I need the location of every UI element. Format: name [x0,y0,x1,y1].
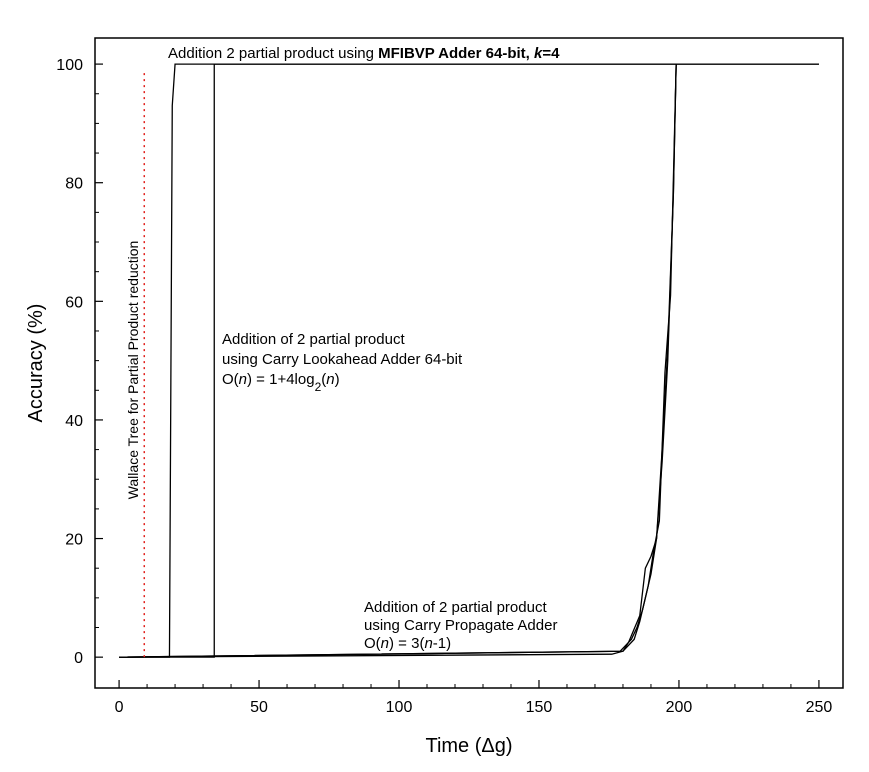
x-tick-label: 200 [666,699,693,716]
annotation-part: -1) [433,635,451,652]
y-tick-label: 20 [65,532,83,549]
annotation-part: Addition 2 partial product using [168,45,378,62]
annotation-part: n [424,635,432,652]
y-tick-label: 40 [65,413,83,430]
y-tick-label: 100 [56,57,83,74]
y-axis-label: Accuracy (%) [25,304,47,423]
annotation-part: Addition of 2 partial product [222,331,405,348]
y-tick-label: 80 [65,176,83,193]
annotation-part: using Carry Propagate Adder [364,617,557,634]
annotation-part: O( [222,371,239,388]
annotation-part: n [239,371,247,388]
annotation: Wallace Tree for Partial Product reducti… [125,241,141,500]
data-line [119,64,677,658]
y-tick-label: 60 [65,294,83,311]
annotation-part: n [326,371,334,388]
annotation: O(n) = 3(n-1) [364,635,451,652]
annotation-part: =4 [542,45,560,62]
annotation-part: O( [364,635,381,652]
x-tick-label: 100 [386,699,413,716]
y-tick-label: 0 [74,650,83,667]
annotation: using Carry Lookahead Adder 64-bit [222,351,463,368]
annotation-part: 2 [315,380,322,394]
x-tick-label: 250 [806,699,833,716]
annotation-part: ) = 1+4log [247,371,315,388]
x-axis-label: Time (Δg) [425,735,512,757]
annotation-part: k [534,45,543,62]
annotation: using Carry Propagate Adder [364,617,557,634]
annotation-part: Wallace Tree for Partial Product reducti… [125,241,141,500]
x-tick-label: 50 [250,699,268,716]
annotation-part: n [381,635,389,652]
annotation-part: ) = 3( [389,635,424,652]
annotation: Addition of 2 partial product [364,599,547,616]
annotation-part: MFIBVP Adder 64-bit, [378,45,534,62]
annotation: O(n) = 1+4log2(n) [222,371,340,394]
plot-frame [94,37,844,689]
annotation-part: ) [335,371,340,388]
annotation-part: ( [321,371,326,388]
annotation-part: Addition of 2 partial product [364,599,547,616]
data-line [119,64,677,658]
x-tick-label: 150 [526,699,553,716]
annotation-part: using Carry Lookahead Adder 64-bit [222,351,463,368]
x-tick-label: 0 [115,699,124,716]
annotation: Addition of 2 partial product [222,331,405,348]
annotation: Addition 2 partial product using MFIBVP … [168,45,560,62]
